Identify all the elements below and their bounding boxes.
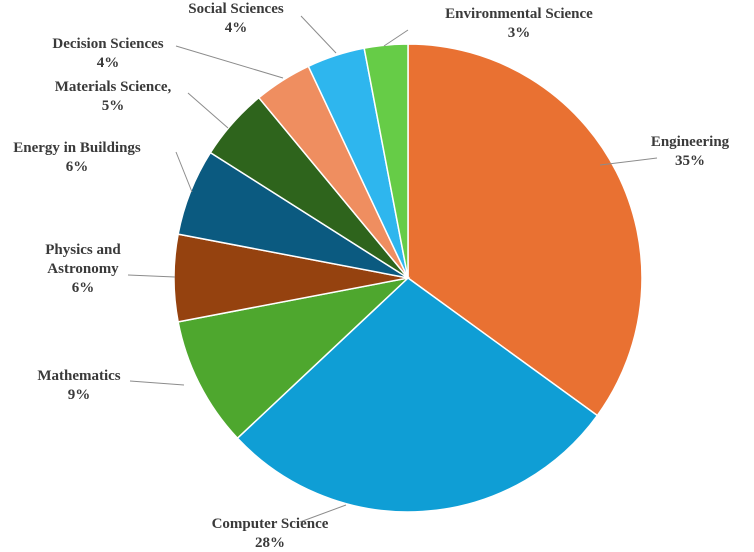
slice-value-label: 3%: [508, 25, 531, 41]
slice-category-label: Decision Sciences: [52, 36, 163, 52]
slice-category-label: Astronomy: [47, 261, 119, 277]
slice-category-label: Energy in Buildings: [13, 140, 141, 156]
slice-label-physics-and-astronomy: Physics and Astronomy 6%: [45, 242, 121, 296]
leader-line-mathematics: [129, 380, 185, 386]
leader-line-social-sciences: [300, 15, 337, 54]
slice-value-label: 4%: [97, 55, 120, 71]
slice-category-label: Mathematics: [37, 368, 120, 384]
leader-line-decision-sciences: [175, 45, 284, 79]
slice-value-label: 6%: [72, 280, 95, 296]
leader-line-energy-in-buildings: [175, 151, 193, 193]
slice-value-label: 35%: [675, 153, 705, 169]
slice-label-energy-in-buildings: Energy in Buildings 6%: [13, 140, 141, 175]
slice-value-label: 9%: [68, 387, 91, 403]
slice-label-engineering: Engineering 35%: [651, 134, 730, 169]
slice-category-label: Materials Science,: [55, 79, 172, 95]
slice-category-label: Engineering: [651, 134, 730, 150]
slice-label-materials-science: Materials Science, 5%: [55, 79, 172, 114]
slice-value-label: 5%: [102, 98, 125, 114]
pie-slice-mathematics: [177, 276, 411, 440]
slice-label-computer-science: Computer Science 28%: [212, 516, 329, 551]
leader-line-engineering: [599, 157, 658, 166]
slice-category-label: Computer Science: [212, 516, 329, 532]
leader-line-computer-science: [299, 504, 347, 523]
leader-line-environmental-science: [383, 29, 409, 47]
slice-value-label: 28%: [255, 535, 285, 551]
slice-category-label: Physics and: [45, 242, 121, 258]
slice-label-decision-sciences: Decision Sciences 4%: [52, 36, 163, 71]
leader-line-materials-science: [187, 92, 229, 129]
slice-value-label: 6%: [66, 159, 89, 175]
slice-label-social-sciences: Social Sciences 4%: [188, 1, 284, 36]
slice-label-environmental-science: Environmental Science 3%: [445, 6, 593, 41]
leader-line-physics-and-astronomy: [127, 274, 176, 278]
pie-slice-computer-science: [236, 277, 599, 513]
slice-label-mathematics: Mathematics 9%: [37, 368, 120, 403]
slice-value-label: 4%: [225, 20, 248, 36]
pie-slices: [173, 43, 643, 513]
slice-labels: Engineering 35% Computer Science 28% Mathema…: [13, 1, 729, 551]
pie-slice-engineering: [407, 43, 643, 417]
slice-category-label: Social Sciences: [188, 1, 284, 17]
leader-lines: [127, 15, 658, 523]
slice-category-label: Environmental Science: [445, 6, 593, 22]
